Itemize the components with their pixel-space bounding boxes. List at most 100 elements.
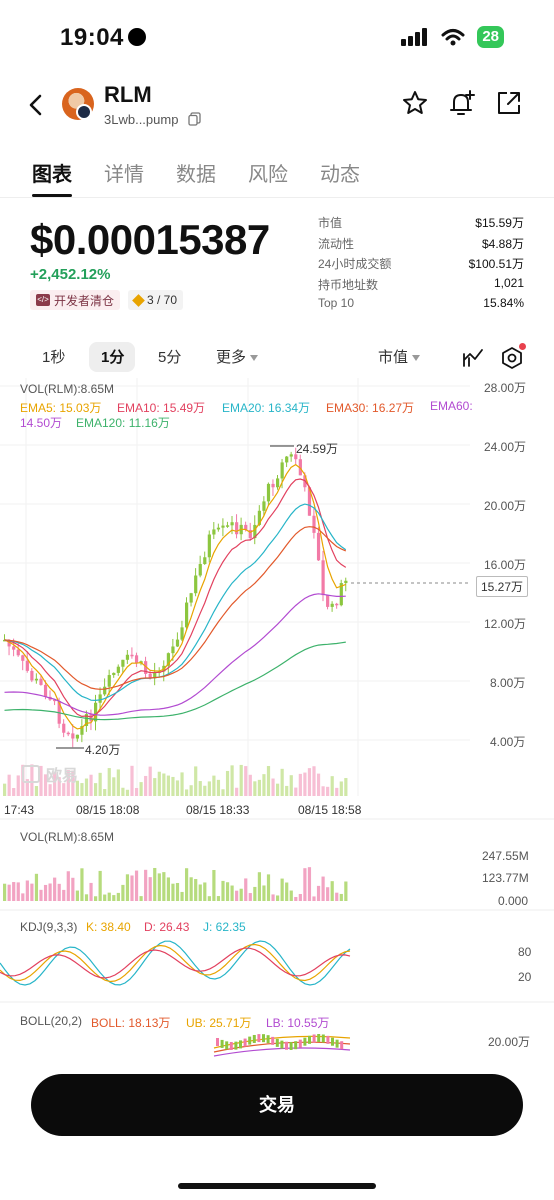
candle-body [3,639,7,642]
kdj-line [0,947,351,979]
tab-details[interactable]: 详情 [104,164,144,186]
boll-candle [298,1039,302,1048]
candle-body [130,654,134,657]
volume-bar [262,885,266,901]
volume-bar [280,878,284,901]
focus-mode-icon [128,28,146,46]
volume-bar [43,884,48,901]
timeframe-1m[interactable]: 1分 [101,349,125,366]
more-timeframes-dropdown[interactable]: 更多 [216,346,259,367]
volume-bar [7,774,11,796]
volume-bar [89,882,93,901]
volume-bar [7,884,11,901]
current-price-label: 15.27万 [476,576,529,597]
boll-candle [216,1038,219,1046]
boll-candle [280,1040,284,1049]
dev-sold-badge[interactable]: </> 开发者清仓 [30,290,121,310]
volume-bar [257,872,261,901]
volume-bar [53,877,57,901]
boll-candle [317,1034,321,1042]
exchange-watermark: 欧易 [22,762,78,786]
boll-candle [252,1034,256,1043]
candle-body [43,684,48,697]
candle-body [39,678,43,685]
volume-bar [294,787,298,796]
candle-body [335,603,339,606]
volume-bar [171,883,175,901]
volume-bar [43,774,48,796]
volume-bar [130,765,134,796]
tab-risk[interactable]: 风险 [248,164,288,186]
volume-bar [330,881,334,901]
candle-body [230,522,234,526]
volume-bar [89,774,93,796]
candle-body [198,564,202,576]
volume-bar [84,778,89,796]
candle-body [16,649,20,656]
volume-bar [62,783,66,796]
indicators-icon[interactable] [462,348,484,368]
add-alert-icon[interactable] [448,90,476,118]
volume-bar [107,892,111,901]
candle-body [84,714,89,727]
share-icon[interactable] [496,90,522,116]
active-timeframe-highlight [89,342,135,372]
star-icon[interactable] [402,90,428,116]
wifi-icon [441,29,465,46]
candle-body [225,525,230,527]
timeframe-1s[interactable]: 1秒 [42,349,66,366]
score-badge[interactable]: 3 / 70 [128,290,184,310]
tab-chart[interactable]: 图表 [32,164,72,186]
kdj-tick: 20 [518,970,532,984]
volume-bar [84,894,89,901]
volume-bar [121,787,125,796]
trade-button[interactable]: 交易 [31,1074,523,1136]
boll-candle [229,1041,233,1050]
boll-mid: BOLL: 18.13万 [91,1016,171,1030]
candle-body [339,583,343,606]
stat-row: 市值 $15.59万 [318,214,524,235]
timeframe-5m[interactable]: 5分 [158,349,182,366]
ema5-legend: EMA5: 15.03万 [20,401,102,415]
volume-bar [75,890,79,901]
candle-body [294,454,298,460]
volume-bar [289,890,293,901]
tab-data[interactable]: 数据 [176,164,216,186]
volume-bar [230,885,234,901]
volume-bar [53,772,57,796]
volume-bar [203,785,207,796]
volume-bar [66,871,70,901]
stat-value: 15.84% [483,296,524,310]
copy-icon[interactable] [188,112,202,126]
settings-icon[interactable] [500,346,524,370]
x-tick: 08/15 18:58 [298,803,362,817]
y-tick: 20.00万 [484,499,527,513]
volume-bar [189,785,193,796]
volume-bar [116,769,120,796]
volume-bar [57,883,61,901]
candle-body [248,529,252,539]
chevron-down-icon [250,355,259,362]
volume-bar [103,789,107,796]
volume-bar [180,772,184,796]
volume-bar [16,775,20,796]
volume-bar [212,869,216,901]
volume-bar [48,784,52,796]
high-price-label: 24.59万 [296,442,339,456]
stat-row: 流动性 $4.88万 [318,235,524,256]
tab-activity[interactable]: 动态 [320,164,360,186]
x-tick: 08/15 18:33 [186,803,250,817]
volume-bar [221,880,225,901]
boll-candle [312,1034,316,1043]
boll-candle [326,1035,330,1044]
candle-body [216,527,221,530]
volume-bar [25,779,29,796]
metric-dropdown[interactable]: 市值 [378,346,421,367]
price-chart[interactable]: VOL(RLM):8.65M EMA5: 15.03万 EMA10: 15.49… [0,378,554,1058]
volume-bar [71,877,75,901]
volume-bar [225,882,230,901]
back-arrow-icon[interactable] [26,92,46,118]
boll-tick: 20.00万 [488,1035,531,1049]
volume-bar [62,889,66,901]
volume-bar [16,882,20,901]
